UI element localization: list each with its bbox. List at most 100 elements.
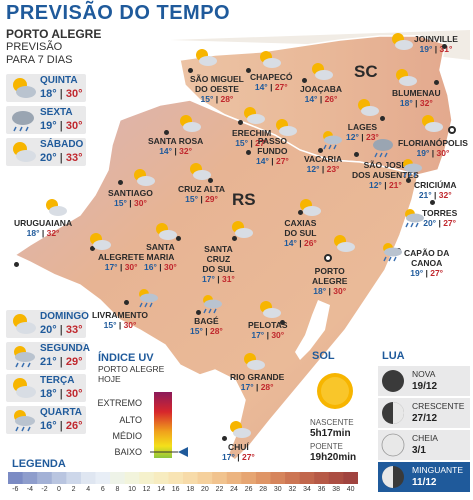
- forecast-min: 19°: [40, 120, 57, 132]
- sun-cloud-icon: [260, 301, 281, 318]
- legend-label: 10: [128, 486, 136, 493]
- legend-swatch: [212, 472, 228, 484]
- sunset-time: 19h20min: [310, 452, 357, 463]
- uv-indicator-arrow: [178, 447, 188, 457]
- city-marker: [406, 178, 411, 183]
- city-passo-fundo: PASSO FUNDO 14° | 27°: [256, 136, 289, 166]
- poa-line2: PREVISÃO: [6, 41, 63, 53]
- rs-state-shape: [13, 99, 419, 461]
- city-criciuma: CRICIÚMA 21° | 32°: [414, 180, 457, 200]
- city-marker: [354, 152, 359, 157]
- legend-label: 36: [317, 486, 326, 493]
- legend-swatch: [255, 472, 271, 484]
- sun-cloud-icon: [358, 99, 379, 116]
- legend-swatch: [22, 472, 38, 484]
- legend-swatch: [139, 472, 155, 484]
- city-sao-miguel-do-oeste: SÃO MIGUEL DO OESTE 15° | 28°: [190, 74, 244, 104]
- uv-level-baixo: BAIXO: [114, 447, 142, 457]
- sun-cloud-rain-icon: [203, 295, 222, 314]
- uv-level-extremo: EXTREMO: [97, 398, 142, 408]
- sun-cloud-icon: [46, 199, 67, 216]
- city-marker: [164, 130, 169, 135]
- city-vacaria: VACARIA 12° | 23°: [304, 154, 343, 174]
- legend-label: 2: [71, 486, 76, 493]
- forecast-day-1: QUINTA 18° | 30°: [6, 74, 86, 102]
- forecast-max: 33°: [65, 152, 83, 164]
- moon-phase-nova: NOVA 19/12: [378, 366, 470, 396]
- city-marker: [222, 436, 227, 441]
- new-moon-icon: [382, 370, 404, 392]
- legend-label: 26: [244, 486, 253, 493]
- city-santa-rosa: SANTA ROSA 14° | 32°: [148, 136, 204, 156]
- state-label-sc: SC: [354, 62, 378, 81]
- city-marker: [208, 178, 213, 183]
- forecast-day-name: SEGUNDA: [40, 343, 91, 354]
- legend-label: -6: [12, 486, 19, 493]
- forecast-day-name: DOMINGO: [40, 311, 89, 322]
- legend-label: 4: [86, 486, 91, 493]
- sun-cloud-icon: [276, 119, 297, 136]
- moon-title: LUA: [382, 350, 405, 362]
- legend-label: 0: [57, 486, 61, 493]
- legend-swatch: [66, 472, 82, 484]
- legend-title: LEGENDA: [12, 458, 66, 470]
- city-marker: [176, 236, 181, 241]
- city-bage: BAGÉ 15° | 28°: [190, 316, 223, 336]
- legend-swatch: [37, 472, 53, 484]
- forecast-min: 16°: [40, 420, 57, 432]
- city-chapeco: CHAPECÓ 14° | 27°: [250, 72, 293, 92]
- city-marker: [298, 210, 303, 215]
- sun-cloud-icon: [244, 353, 265, 370]
- sun-cloud-rain-icon: [405, 209, 424, 228]
- legend-swatch: [183, 472, 199, 484]
- first-quarter-moon-icon: [382, 402, 404, 424]
- legend-label: 24: [230, 486, 238, 493]
- poa-forecast-header: PORTO ALEGRE PREVISÃO PARA 7 DIAS: [6, 28, 101, 67]
- lagoa-dos-patos: [295, 300, 330, 360]
- uv-level-alto: ALTO: [119, 415, 142, 425]
- forecast-min: 18°: [40, 388, 57, 400]
- legend-swatch: [241, 472, 257, 484]
- sun-cloud-icon: [244, 107, 265, 124]
- sunrise-label: NASCENTE: [310, 418, 354, 427]
- city-erechim: ERECHIM 15° | 27°: [232, 128, 272, 148]
- forecast-min: 18°: [40, 88, 57, 100]
- legend-swatch: [95, 472, 111, 484]
- sun-cloud-icon: [13, 78, 36, 98]
- legend-swatch: [110, 472, 126, 484]
- legend-swatch: [124, 472, 140, 484]
- forecast-day-2: SEXTA 19° | 30°: [6, 106, 86, 134]
- legend-label: 12: [142, 486, 151, 493]
- legend-label: -4: [26, 486, 33, 493]
- forecast-max: 33°: [65, 324, 83, 336]
- forecast-day-name: QUARTA: [40, 407, 83, 418]
- city-marker: [246, 68, 251, 73]
- sun-cloud-icon: [190, 163, 211, 180]
- legend-label: 38: [332, 486, 340, 493]
- sun-cloud-icon: [134, 169, 155, 186]
- sun-cloud-icon: [392, 33, 413, 50]
- moon-phase-crescente: CRESCENTE 27/12: [378, 398, 470, 428]
- legend-label: -2: [41, 486, 48, 493]
- cloud-rain-icon: [12, 111, 34, 132]
- city-marker: [188, 68, 193, 73]
- legend-swatch: [328, 472, 344, 484]
- poa-line3: PARA 7 DIAS: [6, 54, 73, 66]
- uv-index-panel: ÍNDICE UV PORTO ALEGRE HOJE: [98, 352, 198, 384]
- sun-title: SOL: [312, 350, 335, 362]
- city-santa-cruz-do-sul: SANTA CRUZ DO SUL 17° | 31°: [202, 244, 235, 284]
- forecast-day-name: QUINTA: [40, 75, 78, 86]
- moon-phase-minguante: MINGUANTE 11/12: [378, 462, 470, 492]
- capital-marker: [324, 254, 332, 262]
- city-sao-jose-dos-ausentes: SÃO JOSÉ DOS AUSENTES 12° | 21°: [352, 160, 419, 190]
- forecast-max: 29°: [65, 356, 83, 368]
- forecast-max: 30°: [65, 120, 83, 132]
- city-alegrete: ALEGRETE 17° | 30°: [98, 252, 145, 272]
- city-marker: [318, 148, 323, 153]
- legend-swatch: [226, 472, 242, 484]
- city-marker: [246, 150, 251, 155]
- city-marker: [442, 44, 447, 49]
- forecast-day-name: TERÇA: [40, 375, 75, 386]
- city-torres: TORRES 20° | 27°: [422, 208, 458, 228]
- city-santiago: SANTIAGO 15° | 30°: [108, 188, 153, 208]
